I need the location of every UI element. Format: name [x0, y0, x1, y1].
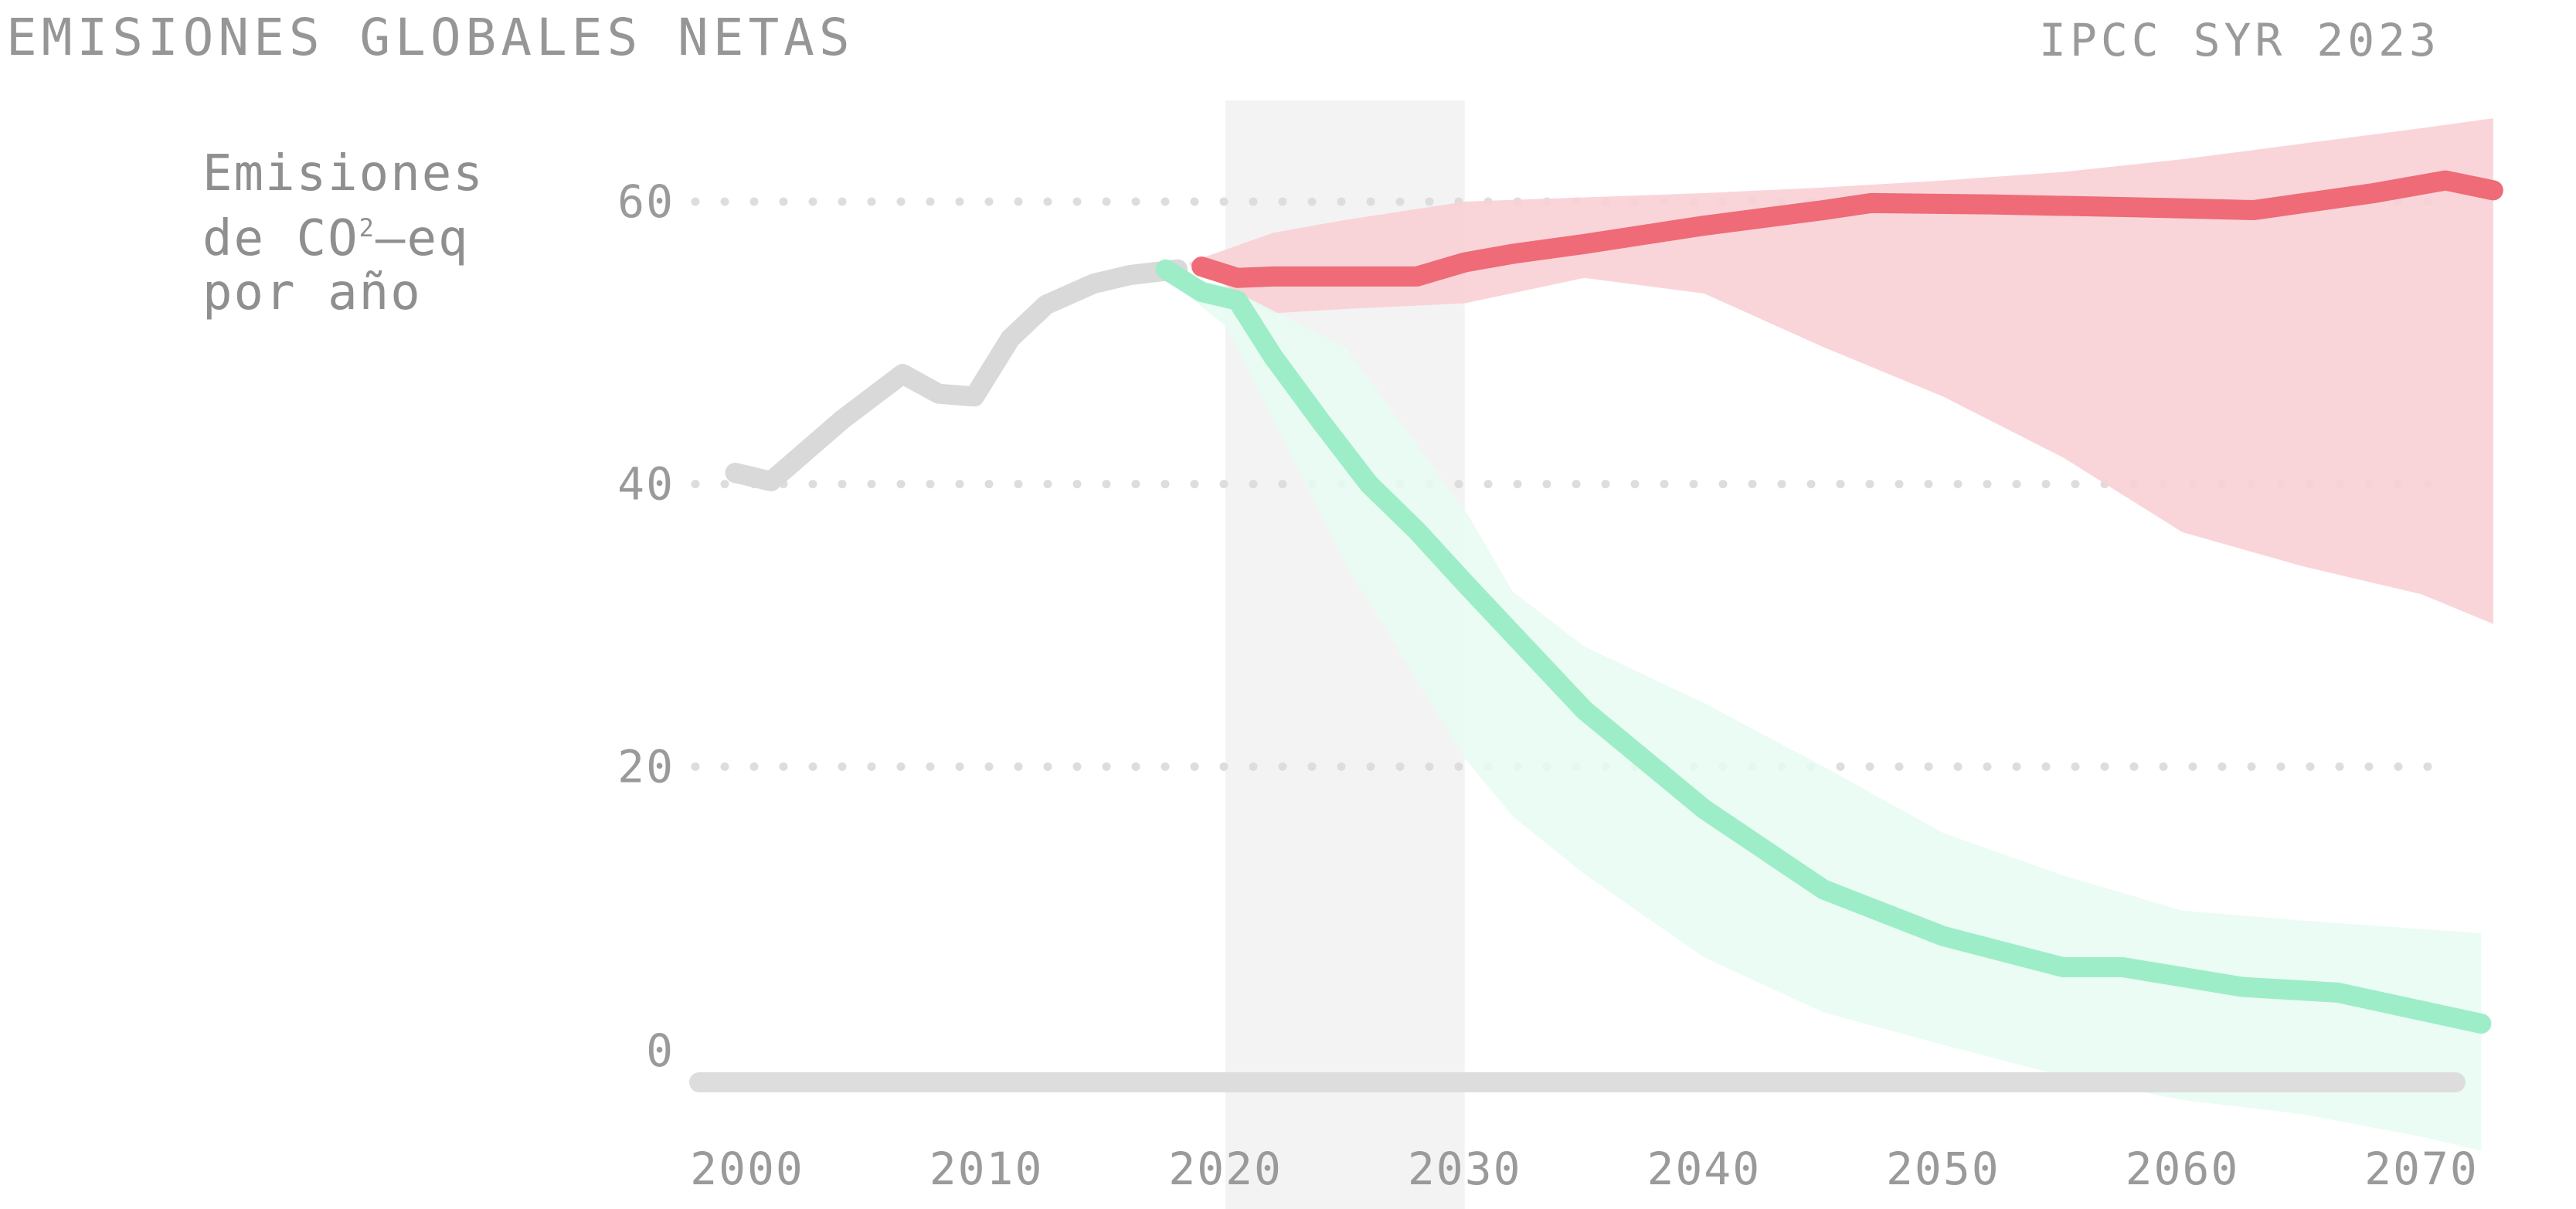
y-tick-20: 20	[617, 740, 675, 793]
x-tick-2020: 2020	[1168, 1143, 1283, 1195]
grid-layer	[691, 197, 2438, 771]
net-zero-band	[1154, 267, 2482, 1151]
x-tick-2060: 2060	[2126, 1143, 2240, 1195]
y-tick-60: 60	[617, 175, 675, 228]
y-tick-40: 40	[617, 458, 675, 511]
x-tick-2000: 2000	[690, 1143, 804, 1195]
x-tick-2010: 2010	[929, 1143, 1044, 1195]
y-axis-label: Emisiones de CO2–eq por año	[202, 147, 484, 320]
source-label: IPCC SYR 2023	[2039, 14, 2440, 66]
series-net-zero	[1155, 259, 2492, 1034]
x-tick-2050: 2050	[1886, 1143, 2000, 1195]
y-axis-label-eq: –eq	[375, 210, 470, 267]
x-tick-2030: 2030	[1408, 1143, 1522, 1195]
series-layer	[725, 170, 2503, 1034]
x-tick-2070: 2070	[2364, 1143, 2479, 1195]
y-axis-label-line-2: de CO2–eq	[202, 201, 484, 266]
y-axis-label-line-3: por año	[202, 264, 422, 321]
series-current-policies	[1191, 170, 2503, 288]
y-axis-label-co: de CO	[202, 210, 359, 267]
x-tick-2040: 2040	[1647, 1143, 1761, 1195]
y-tick-0: 0	[646, 1024, 675, 1077]
series-historical	[725, 259, 1188, 492]
y-axis-label-line-1: Emisiones	[202, 145, 484, 202]
y-axis-label-subscript: 2	[359, 213, 376, 243]
chart-title: EMISIONES GLOBALES NETAS	[6, 8, 855, 67]
